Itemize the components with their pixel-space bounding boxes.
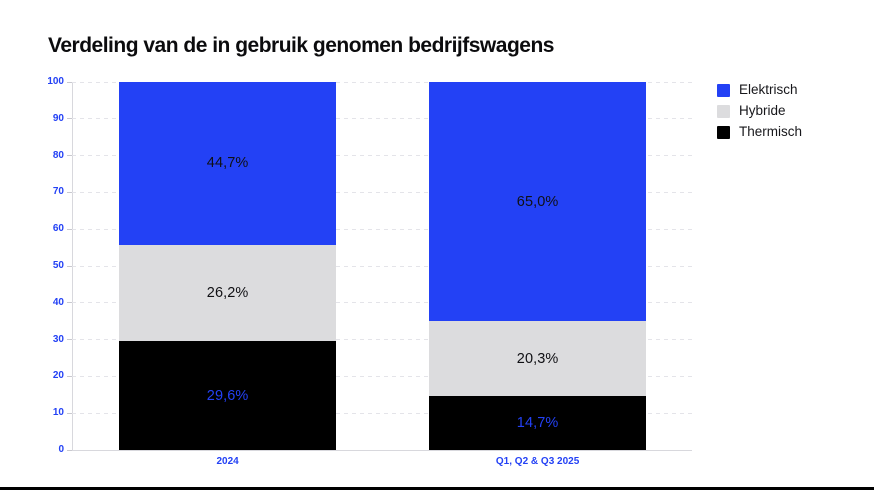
legend-label: Hybride (739, 103, 786, 118)
legend-label: Elektrisch (739, 82, 798, 97)
bar-segment-hybride-2[interactable]: 20,3% (429, 321, 647, 396)
gridline-y-50 (72, 265, 692, 267)
y-tick-label-80: 80 (52, 149, 64, 161)
bar-segment-thermisch-1[interactable]: 29,6% (119, 341, 337, 450)
segment-value-label: 29,6% (206, 387, 249, 404)
segment-value-label: 20,3% (516, 350, 559, 367)
chart-title: Verdeling van de in gebruik genomen bedr… (48, 34, 554, 57)
y-tick-label-20: 20 (52, 370, 64, 382)
y-tick-mark-80 (67, 155, 72, 157)
bottom-divider (0, 487, 874, 490)
gridline-y-30 (72, 339, 692, 341)
legend-item-elektrisch: Elektrisch (717, 83, 802, 97)
bar-segment-elektrisch-1[interactable]: 44,7% (119, 82, 337, 245)
segment-value-label: 14,7% (516, 414, 559, 431)
bar-segment-hybride-1[interactable]: 26,2% (119, 244, 337, 342)
y-tick-mark-30 (67, 339, 72, 341)
y-tick-mark-90 (67, 118, 72, 120)
segment-value-label: 65,0% (516, 193, 559, 210)
x-category-label-1: 2024 (216, 456, 239, 467)
gridline-y-80 (72, 155, 692, 157)
legend-swatch-icon (717, 83, 730, 97)
legend: Elektrisch Hybride Thermisch (717, 83, 802, 146)
legend-swatch-icon (717, 125, 730, 139)
x-category-label-2: Q1, Q2 & Q3 2025 (495, 456, 580, 467)
y-tick-label-30: 30 (52, 333, 64, 345)
legend-item-thermisch: Thermisch (717, 125, 802, 139)
bar-segment-thermisch-2[interactable]: 14,7% (429, 395, 647, 450)
y-tick-label-10: 10 (52, 407, 64, 419)
y-tick-mark-40 (67, 302, 72, 304)
x-axis-line (72, 450, 692, 451)
y-tick-mark-0 (67, 449, 72, 451)
y-tick-mark-50 (67, 265, 72, 267)
segment-value-label: 44,7% (206, 155, 249, 172)
gridline-y-70 (72, 191, 692, 193)
y-tick-mark-70 (67, 191, 72, 193)
y-tick-label-40: 40 (52, 296, 64, 308)
y-tick-label-0: 0 (58, 444, 64, 455)
y-tick-mark-60 (67, 228, 72, 230)
y-tick-mark-20 (67, 375, 72, 377)
y-tick-mark-100 (67, 81, 72, 83)
y-tick-label-70: 70 (52, 186, 64, 198)
legend-item-hybride: Hybride (717, 104, 802, 118)
segment-value-label: 26,2% (206, 284, 249, 301)
legend-swatch-icon (717, 104, 730, 118)
gridline-y-40 (72, 302, 692, 304)
gridline-y-60 (72, 228, 692, 230)
y-tick-label-50: 50 (52, 260, 64, 271)
y-tick-label-100: 100 (47, 76, 64, 87)
gridline-y-20 (72, 375, 692, 377)
gridline-y-100 (72, 81, 692, 83)
y-tick-label-90: 90 (52, 112, 64, 124)
gridline-y-90 (72, 118, 692, 120)
legend-label: Thermisch (739, 124, 803, 139)
gridline-y-10 (72, 412, 692, 414)
y-tick-mark-10 (67, 412, 72, 414)
y-tick-label-60: 60 (52, 223, 64, 235)
bar-segment-elektrisch-2[interactable]: 65,0% (429, 82, 647, 322)
plot-area: 0 10 20 30 40 50 60 70 80 90 100 29,6% 26,2% 44,7% 202… (47, 77, 692, 467)
